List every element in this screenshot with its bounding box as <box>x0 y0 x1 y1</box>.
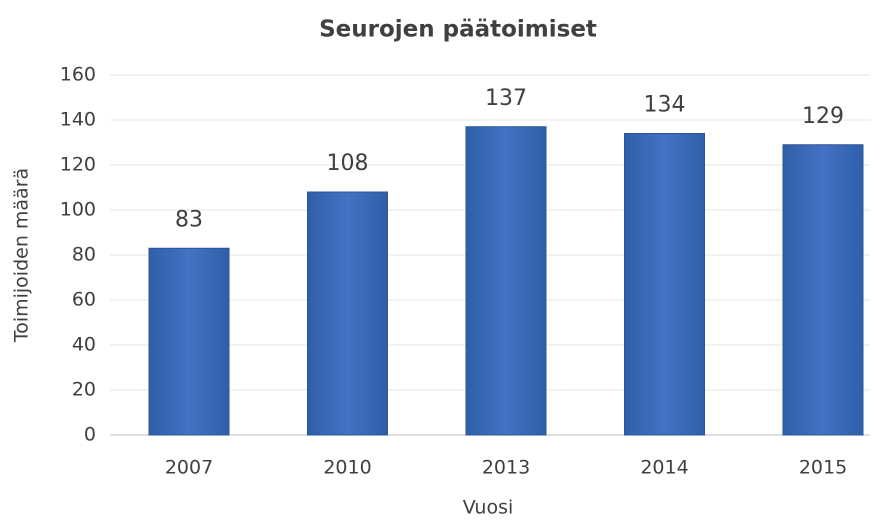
x-axis-label: Vuosi <box>463 497 514 519</box>
x-tick-label: 2015 <box>799 457 847 479</box>
y-tick-label: 20 <box>72 379 96 401</box>
y-tick-label: 120 <box>60 154 96 176</box>
bar <box>465 126 547 436</box>
value-label: 137 <box>485 86 527 111</box>
y-axis-label: Toimijoiden määrä <box>11 168 33 343</box>
bar <box>782 144 864 436</box>
y-tick-label: 100 <box>60 199 96 221</box>
bar <box>624 133 705 436</box>
x-tick-label: 2013 <box>482 457 530 479</box>
value-label: 83 <box>175 207 203 232</box>
value-label: 129 <box>802 104 844 129</box>
x-tick-label: 2010 <box>323 457 371 479</box>
x-tick-label: 2014 <box>640 457 688 479</box>
y-tick-label: 60 <box>72 289 96 311</box>
bar <box>307 191 388 436</box>
y-tick-label: 40 <box>72 334 96 356</box>
value-label: 134 <box>644 93 686 118</box>
bar <box>148 247 230 436</box>
chart-title: Seurojen päätoimiset <box>319 17 597 43</box>
y-tick-label: 140 <box>60 109 96 131</box>
y-tick-label: 80 <box>72 244 96 266</box>
value-label: 108 <box>327 151 369 176</box>
y-tick-label: 0 <box>84 424 96 446</box>
y-tick-label: 160 <box>60 64 96 86</box>
x-tick-label: 2007 <box>165 457 213 479</box>
